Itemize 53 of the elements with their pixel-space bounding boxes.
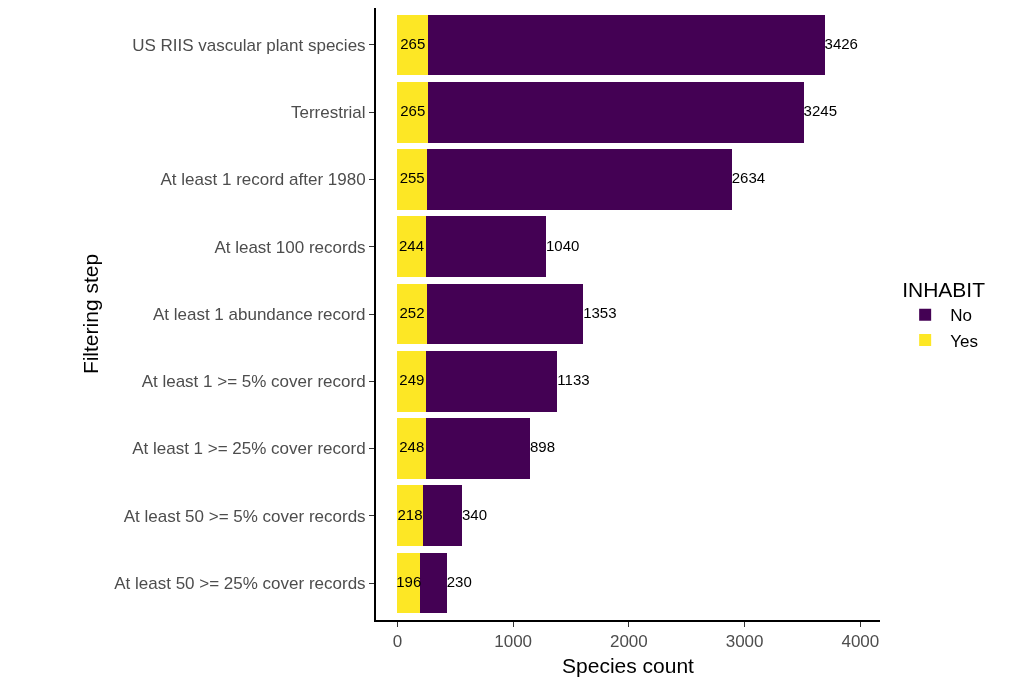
bar: [428, 81, 804, 143]
y-axis-title: Filtering step: [78, 253, 102, 375]
legend-title: INHABIT: [902, 278, 986, 302]
data-label: 3426: [824, 34, 858, 52]
data-label: 252: [399, 303, 425, 321]
bar: [397, 485, 423, 547]
data-label: 2634: [731, 169, 766, 187]
bar: [426, 149, 732, 210]
bar: [397, 14, 429, 76]
bar: [428, 14, 825, 76]
bar: [425, 216, 547, 278]
bar: [397, 81, 429, 143]
legend-label: Yes: [950, 331, 978, 351]
bar: [397, 283, 427, 345]
y-tick-label: At least 100 records: [214, 237, 366, 257]
data-label: 340: [461, 505, 488, 523]
data-label: 898: [530, 438, 556, 456]
bar: [426, 283, 584, 345]
bar: [397, 350, 427, 412]
y-tick-label: At least 50 >= 5% cover records: [123, 506, 366, 526]
data-label: 248: [399, 438, 425, 456]
x-tick-label: 4000: [841, 632, 880, 652]
data-label: 1133: [557, 371, 590, 388]
data-label: 255: [399, 169, 425, 187]
x-tick-label: 1000: [494, 632, 533, 652]
y-tick-label: At least 1 >= 25% cover record: [132, 439, 366, 459]
bar: [426, 418, 531, 479]
x-tick-label: 2000: [609, 632, 648, 652]
bar: [420, 552, 447, 614]
data-label: 1040: [546, 236, 580, 254]
bar: [397, 216, 426, 278]
data-label: 1353: [583, 303, 617, 321]
y-tick-label: Terrestrial: [290, 103, 366, 123]
bar: [426, 350, 558, 412]
bar: [422, 485, 462, 547]
y-tick-label: At least 1 record after 1980: [160, 170, 366, 190]
data-label: 265: [400, 101, 426, 119]
y-tick-label: At least 1 abundance record: [152, 304, 366, 324]
data-label: 265: [400, 34, 426, 52]
data-label: 218: [397, 505, 423, 523]
bar: [397, 149, 427, 210]
data-label: 230: [446, 572, 472, 590]
y-tick-label: At least 1 >= 5% cover record: [141, 372, 366, 392]
x-tick-label: 3000: [725, 632, 764, 652]
data-label: 3245: [803, 101, 837, 119]
data-label: 249: [399, 371, 425, 388]
legend-label: No: [950, 306, 972, 326]
data-label: 244: [399, 236, 425, 254]
y-tick-label: US RIIS vascular plant species: [132, 35, 366, 55]
y-tick-label: At least 50 >= 25% cover records: [114, 573, 366, 593]
x-tick-label: 0: [392, 632, 403, 652]
bar: [397, 418, 427, 479]
x-axis-title: Species count: [562, 654, 695, 678]
